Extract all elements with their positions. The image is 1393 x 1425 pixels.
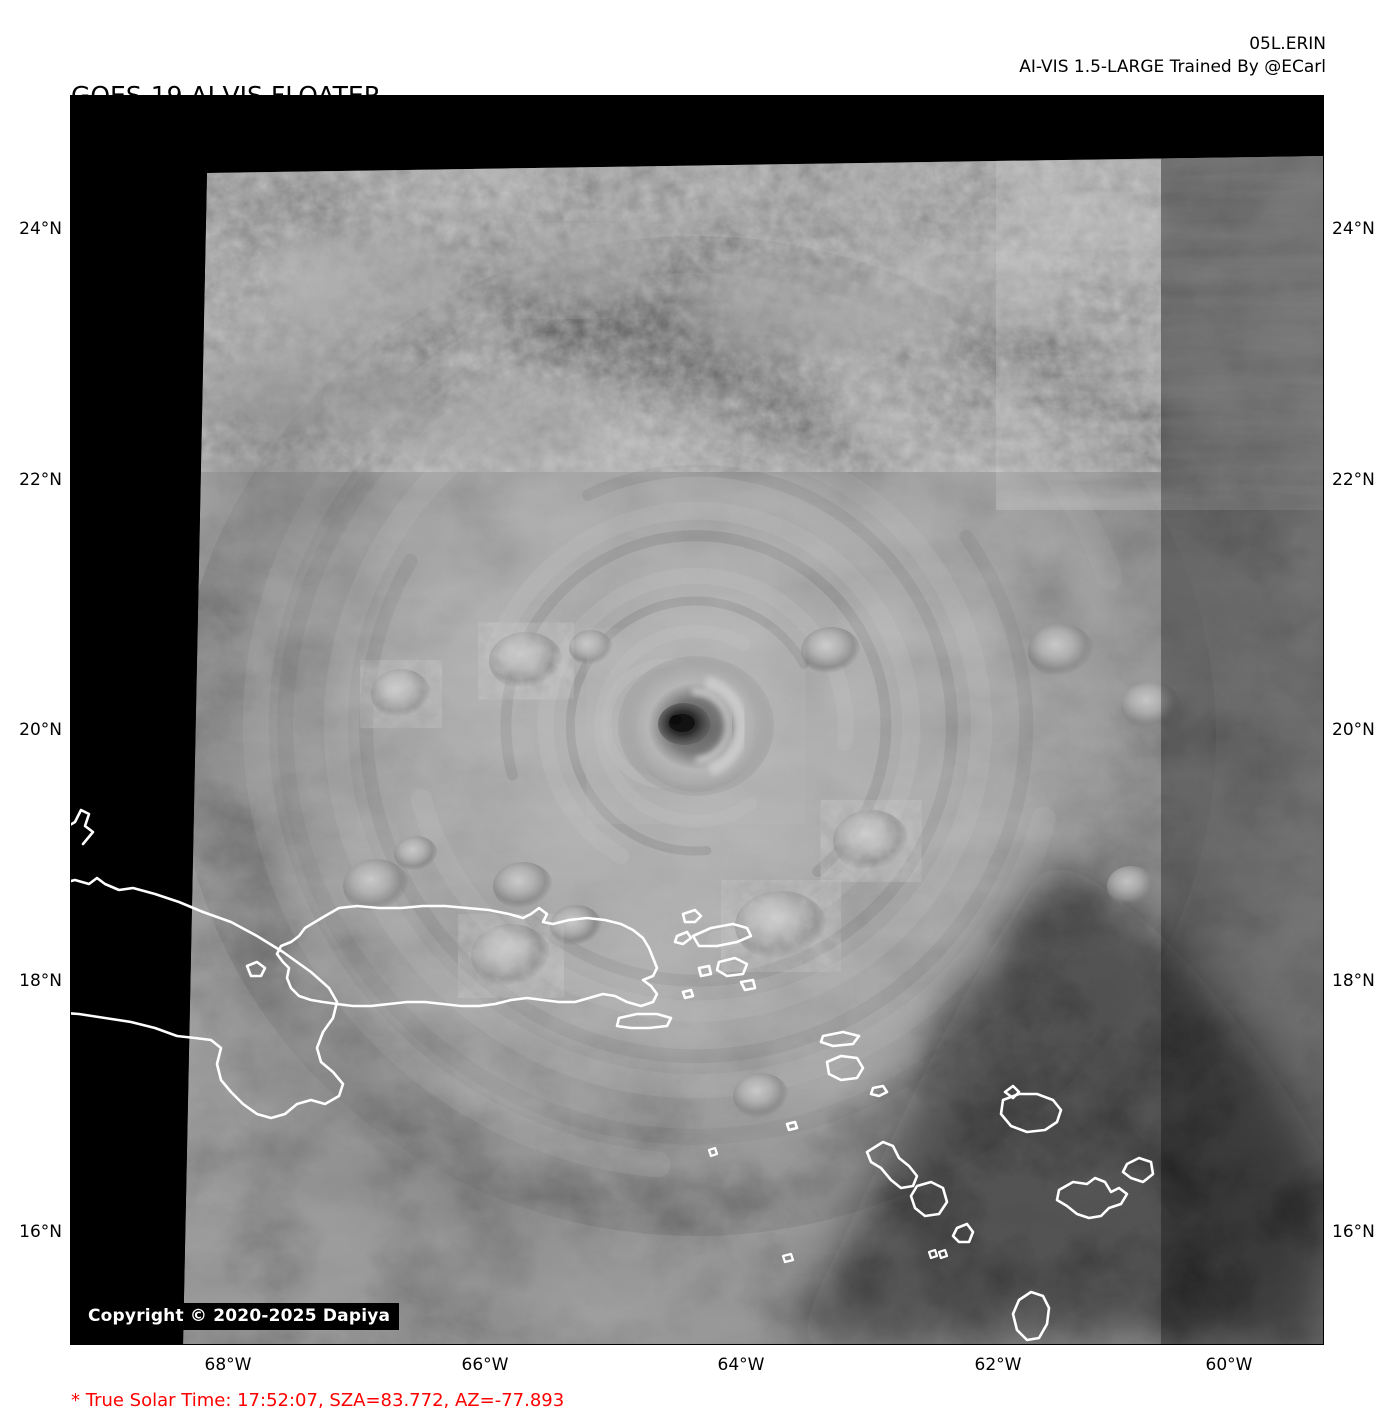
header-bar: GOES-19 AI-VIS FLOATER Time: 2025/08/16 … [0,0,1393,203]
coastline-anguilla [819,1030,861,1048]
coastline-saba [785,1120,799,1132]
copyright-watermark: Copyright © 2020-2025 Dapiya [79,1303,400,1330]
lon-tick-62w: 62°W [974,1355,1022,1375]
lat-tick-left-22n: 22°N [19,470,62,490]
solar-geometry-note: * True Solar Time: 17:52:07, SZA=83.772,… [71,1390,565,1411]
coastline-nevis [909,1180,949,1218]
lat-tick-left-20n: 20°N [19,720,62,740]
coastline-virgin-islands [673,922,757,1000]
coastline-hispaniola [71,808,345,1120]
lon-tick-68w: 68°W [204,1355,252,1375]
coastline-st-kitts-nevis [865,1140,919,1190]
lat-tick-left-16n: 16°N [19,1222,62,1242]
lon-tick-64w: 64°W [717,1355,765,1375]
storm-id-label: 05L.ERIN [1249,34,1326,54]
coastline-overlay [71,808,1155,1342]
coastline-marie-galante [1121,1156,1155,1184]
coastline-saint-barthelemy [869,1084,889,1098]
lat-tick-right-22n: 22°N [1332,470,1375,490]
lon-tick-66w: 66°W [461,1355,509,1375]
satellite-swath [183,156,1323,1344]
lat-tick-left-18n: 18°N [19,971,62,991]
coastline-saint-martin [825,1054,865,1082]
lat-tick-right-24n: 24°N [1332,219,1375,239]
lat-tick-right-18n: 18°N [1332,971,1375,991]
satellite-image-panel[interactable]: Copyright © 2020-2025 Dapiya [70,95,1324,1345]
lat-tick-left-24n: 24°N [19,219,62,239]
model-credit-label: AI-VIS 1.5-LARGE Trained By @ECarl [1019,57,1326,77]
swath-margins [71,96,1323,1344]
lat-tick-right-16n: 16°N [1332,1222,1375,1242]
coastline-isla-saona [245,960,267,978]
lon-tick-60w: 60°W [1205,1355,1253,1375]
coastline-vieques [615,1012,673,1030]
satellite-imagery [71,96,1323,1344]
coastline-antigua [999,1092,1063,1134]
coastline-dominica [1011,1290,1051,1342]
header-metadata: 05L.ERIN AI-VIS 1.5-LARGE Trained By @EC… [1019,33,1326,79]
coastline-barbuda [1003,1084,1021,1100]
lat-tick-right-20n: 20°N [1332,720,1375,740]
coastline-guadeloupe [1055,1176,1129,1220]
coastline-puerto-rico [275,904,659,1008]
coastline-culebra [681,908,703,924]
coastline-islets [707,1146,949,1264]
storm-eye [618,656,774,796]
coastline-montserrat [951,1222,975,1244]
